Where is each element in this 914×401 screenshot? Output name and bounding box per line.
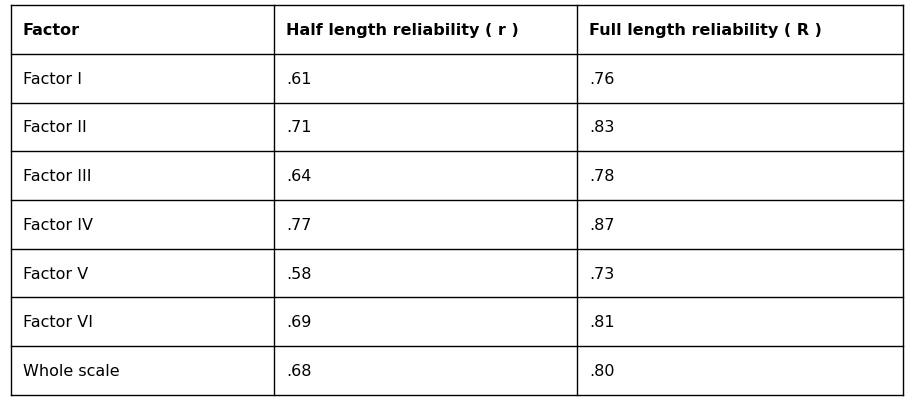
- Text: .87: .87: [590, 217, 615, 232]
- Text: .83: .83: [590, 120, 615, 135]
- Text: .73: .73: [590, 266, 614, 281]
- Text: .80: .80: [590, 363, 615, 378]
- Text: .81: .81: [590, 314, 615, 330]
- Text: Half length reliability ( r ): Half length reliability ( r ): [286, 23, 519, 38]
- Text: .68: .68: [286, 363, 312, 378]
- Text: .64: .64: [286, 169, 312, 184]
- Text: Whole scale: Whole scale: [23, 363, 120, 378]
- Text: Full length reliability ( R ): Full length reliability ( R ): [590, 23, 823, 38]
- Text: .71: .71: [286, 120, 312, 135]
- Text: .69: .69: [286, 314, 312, 330]
- Text: Factor II: Factor II: [23, 120, 87, 135]
- Text: .77: .77: [286, 217, 312, 232]
- Text: Factor V: Factor V: [23, 266, 88, 281]
- Text: .78: .78: [590, 169, 615, 184]
- Text: .76: .76: [590, 71, 615, 87]
- Text: Factor III: Factor III: [23, 169, 91, 184]
- Text: Factor: Factor: [23, 23, 80, 38]
- Text: .58: .58: [286, 266, 312, 281]
- Text: .61: .61: [286, 71, 312, 87]
- Text: Factor IV: Factor IV: [23, 217, 93, 232]
- Text: Factor I: Factor I: [23, 71, 82, 87]
- Text: Factor VI: Factor VI: [23, 314, 93, 330]
